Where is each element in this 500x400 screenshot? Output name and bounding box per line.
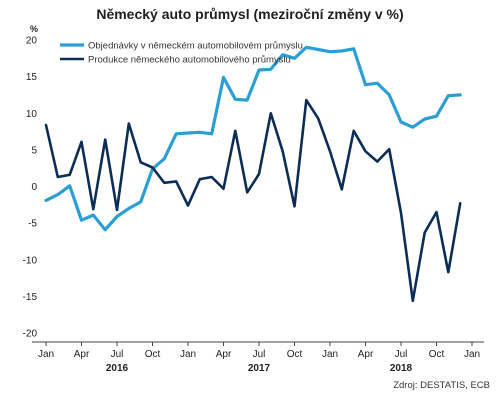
legend: Objednávky v německém automobilovém prům… (60, 41, 303, 66)
legend-label-1: Objednávky v německém automobilovém prům… (88, 41, 303, 52)
x-year-label: 2017 (248, 363, 271, 374)
y-tick-label: 5 (31, 145, 37, 156)
y-tick-label: -20 (23, 329, 38, 340)
x-tick-label: Jan (180, 349, 196, 360)
x-tick-label: Jan (38, 349, 54, 360)
series-line-1 (44, 45, 462, 232)
x-tick-label: Oct (287, 349, 303, 360)
y-tick-label: -5 (28, 219, 37, 230)
x-year-label: 2016 (106, 363, 129, 374)
series-layer (44, 45, 462, 303)
x-tick-label: Oct (145, 349, 161, 360)
y-tick-label: 20 (26, 36, 38, 47)
y-tick-label: -10 (23, 255, 38, 266)
x-tick-label: Jan (464, 349, 480, 360)
x-tick-label: Jul (111, 349, 124, 360)
x-tick-label: Apr (216, 349, 232, 360)
x-tick-label: Jul (253, 349, 266, 360)
x-tick-label: Jan (322, 349, 338, 360)
x-year-label: 2018 (390, 363, 413, 374)
x-tick-label: Apr (358, 349, 374, 360)
y-tick-label: 15 (26, 72, 38, 83)
y-axis-unit: % (30, 24, 38, 34)
x-tick-label: Oct (429, 349, 445, 360)
y-tick-label: -15 (23, 292, 38, 303)
chart-title: Německý auto průmysl (meziroční změny v … (96, 6, 403, 22)
y-tick-label: 0 (31, 182, 37, 193)
source-note: Zdroj: DESTATIS, ECB (393, 380, 490, 391)
series-line-2 (44, 98, 462, 303)
x-tick-label: Apr (74, 349, 90, 360)
legend-label-2: Produkce německého automobilového průmys… (88, 55, 291, 66)
y-tick-label: 10 (26, 109, 38, 120)
x-tick-label: Jul (395, 349, 408, 360)
